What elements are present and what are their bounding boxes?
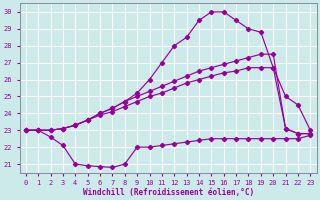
X-axis label: Windchill (Refroidissement éolien,°C): Windchill (Refroidissement éolien,°C) bbox=[83, 188, 254, 197]
